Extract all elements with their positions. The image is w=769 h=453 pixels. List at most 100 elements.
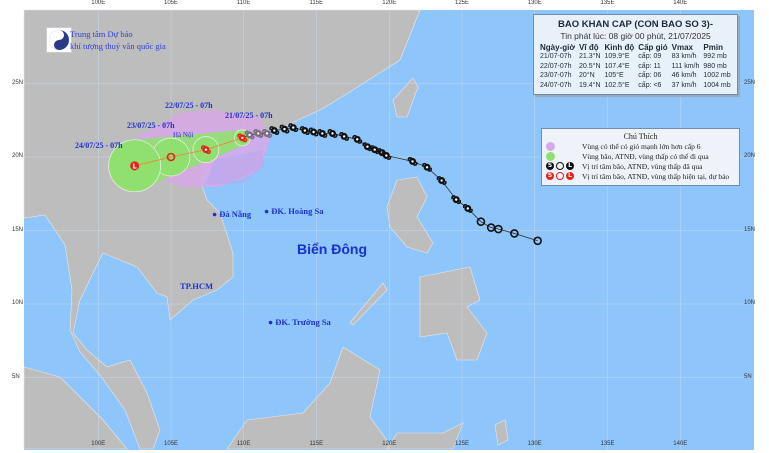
legend-item-cone: Vùng bão, ATNĐ, vùng thấp có thể đi qua: [546, 151, 739, 161]
past-position-marker: [327, 129, 338, 138]
past-position-marker: [462, 204, 473, 213]
lat-label-right: 15N: [744, 226, 756, 233]
place-truongsa: ● ĐK. Trường Sa: [268, 317, 331, 327]
past-position-marker: [422, 162, 433, 172]
taiwan: [392, 77, 419, 118]
lat-label-left: 5N: [12, 373, 20, 380]
legend-item-past: S L Vị trí tâm bão, ATNĐ, vùng thấp đã q…: [546, 161, 739, 171]
table-row: 21/07-07h 21.3°N 109.9°E cấp: 09 83 km/h 992 …: [538, 52, 733, 62]
table-cell: 107.4°E: [604, 62, 630, 70]
lon-label-top: 130E: [527, 0, 542, 6]
past-position-marker: [369, 145, 380, 155]
table-cell: cấp: <6: [638, 81, 662, 89]
lon-label-top: 110E: [236, 0, 251, 6]
lon-label-bottom: 115E: [309, 441, 324, 447]
place-truongsa-label: ĐK. Trường Sa: [275, 317, 331, 327]
lon-label-bottom: 140E: [673, 441, 688, 447]
low-icon: L: [566, 162, 574, 170]
table-row: 24/07-07h 19.4°N 102.5°E cấp: <6 37 km/h 1004…: [538, 81, 733, 91]
table-cell: 109.9°E: [604, 53, 630, 60]
bulletin-title: BAO KHAN CAP (CON BAO SO 3)-: [558, 19, 713, 30]
forecast-position-marker: [166, 152, 176, 162]
col-header: Ngày-giờ: [540, 43, 576, 52]
table-cell: 1004 mb: [703, 81, 731, 89]
place-danang-label: Đà Nẵng: [219, 209, 252, 219]
past-position-marker: [362, 142, 373, 152]
lat-label-right: 5N: [744, 373, 752, 380]
agency-name: Trung tâm Dự báo khí tượng thuỷ văn quốc…: [70, 28, 166, 52]
lon-label-bottom: 105E: [164, 441, 179, 447]
issued-time: Tin phát lúc: 08 giờ 00 phút, 21/07/2025: [560, 31, 711, 41]
place-hcm: TP.HCM: [180, 281, 213, 291]
past-position-marker: [476, 217, 486, 226]
legend-label: Vị trí tâm bão, ATNĐ, vùng thấp đã qua: [582, 161, 703, 171]
lon-label-top: 100E: [91, 0, 106, 6]
lon-label-bottom: 110E: [236, 441, 251, 447]
forecast-table: Ngày-giờ Vĩ độ Kinh độ Cấp gió Vmax Pmin…: [538, 43, 733, 90]
halmahera: [494, 419, 509, 446]
forecast-label-22: 22/07/25 - 07h: [165, 101, 213, 110]
land: [23, 9, 509, 450]
lat-label-right: 10N: [744, 300, 756, 306]
lon-label-bottom: 125E: [455, 441, 470, 447]
storm-spiral-red-icon: S: [546, 172, 554, 180]
past-position-marker: [339, 131, 350, 141]
table-cell: 21.3°N: [579, 53, 601, 60]
sumatra: [23, 366, 128, 450]
forecast-info-box: BAO KHAN CAP (CON BAO SO 3)- Tin phát lú…: [533, 14, 738, 95]
legend: Chú Thích Vùng có thể có gió mạnh lớn hơ…: [541, 128, 740, 186]
past-position-marker: [317, 129, 328, 138]
lat-label-left: 25N: [12, 79, 24, 86]
lat-label-left: 15N: [12, 226, 24, 233]
table-cell: 1002 mb: [703, 72, 731, 79]
table-cell: 19.4°N: [579, 81, 601, 89]
forecast-position-marker: [200, 145, 211, 155]
table-cell: 24/07-07h: [540, 81, 572, 89]
table-cell: cấp: 09: [638, 53, 662, 60]
col-header: Kinh độ: [604, 43, 635, 52]
table-row: 23/07-07h 20°N 105°E cấp: 06 46 km/h 1002 mb: [538, 71, 733, 81]
luzon: [386, 176, 434, 254]
table-cell: 37 km/h: [671, 81, 697, 89]
lon-label-top: 125E: [455, 0, 470, 6]
place-hoangsa-label: ĐK. Hoàng Sa: [271, 206, 324, 216]
legend-label: Vị trí tâm bão, ATNĐ, vùng thấp hiện tại…: [582, 171, 730, 181]
past-position-marker: [494, 224, 503, 234]
legend-label: Vùng bão, ATNĐ, vùng thấp có thể đi qua: [582, 151, 709, 161]
col-header: Pmin: [703, 43, 723, 52]
col-header: Vmax: [671, 43, 693, 52]
agency-line-2: khí tượng thuỷ văn quốc gia: [70, 41, 166, 51]
forecast-track-line: [134, 137, 243, 167]
lon-label-top: 120E: [382, 0, 397, 6]
table-row: 22/07-07h 20.5°N 107.4°E cấp: 11 111 km/h 980…: [538, 62, 733, 72]
place-hoangsa: ● ĐK. Hoàng Sa: [264, 206, 324, 216]
legend-item-wind: Vùng có thể có gió mạnh lớn hơn cấp 6: [546, 141, 739, 151]
strong-wind-zone-sea: [205, 150, 265, 185]
sea-label: Biển Đông: [297, 241, 367, 257]
past-position-marker: [436, 176, 447, 185]
table-cell: 22/07-07h: [540, 62, 572, 70]
table-cell: 23/07-07h: [540, 72, 572, 79]
lat-label-left: 20N: [12, 153, 24, 159]
past-position-marker: [381, 151, 392, 160]
past-position-marker: [288, 123, 299, 133]
mindanao-visayas: [419, 266, 488, 361]
table-cell: cấp: 06: [638, 72, 662, 79]
past-position-marker: [269, 126, 280, 135]
forecast-label-24: 24/07/25 - 07h: [75, 141, 123, 150]
lat-label-left: 10N: [12, 300, 24, 306]
forecast-label-21: 21/07/25 - 07h: [225, 111, 273, 120]
past-position-marker: [510, 229, 519, 238]
place-hanoi: Hà Nội: [173, 131, 194, 139]
table-cell: 102.5°E: [604, 81, 630, 89]
lon-label-bottom: 120E: [382, 441, 397, 447]
svg-text:L: L: [132, 162, 137, 170]
nchmf-logo: [46, 27, 72, 53]
forecast-position-marker: L: [130, 161, 140, 171]
forecast-label-23: 23/07/25 - 07h: [127, 121, 175, 130]
table-cell: 20.5°N: [579, 62, 601, 70]
legend-item-forecast: S L Vị trí tâm bão, ATNĐ, vùng thấp hiện…: [546, 171, 739, 181]
place-danang: ● Đà Nẵng: [212, 209, 252, 219]
depression-circle-icon: [556, 162, 564, 170]
lon-label-bottom: 135E: [600, 441, 615, 447]
